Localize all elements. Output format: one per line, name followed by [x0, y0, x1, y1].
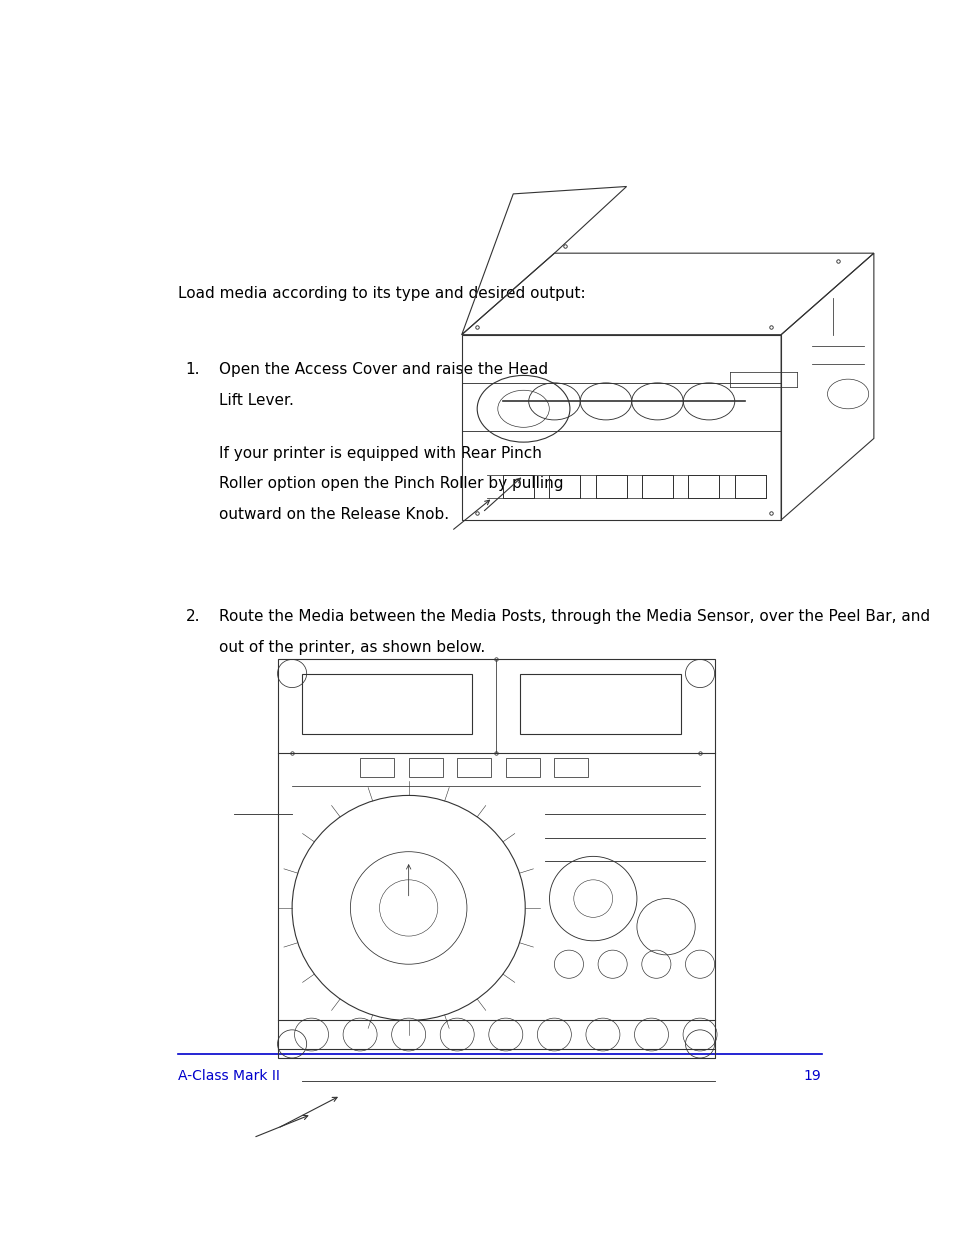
Text: Lift Lever.: Lift Lever. [219, 393, 294, 408]
Text: Route the Media between the Media Posts, through the Media Sensor, over the Peel: Route the Media between the Media Posts,… [219, 609, 929, 625]
Text: 2.: 2. [186, 609, 200, 625]
Text: Load media according to its type and desired output:: Load media according to its type and des… [178, 287, 585, 301]
Text: outward on the Release Knob.: outward on the Release Knob. [219, 506, 449, 521]
Text: Open the Access Cover and raise the Head: Open the Access Cover and raise the Head [219, 362, 548, 377]
Text: out of the printer, as shown below.: out of the printer, as shown below. [219, 640, 485, 655]
Text: 1.: 1. [186, 362, 200, 377]
Text: Roller option open the Pinch Roller by pulling: Roller option open the Pinch Roller by p… [219, 477, 563, 492]
Text: 19: 19 [803, 1068, 821, 1083]
Text: If your printer is equipped with Rear Pinch: If your printer is equipped with Rear Pi… [219, 446, 541, 461]
Text: A-Class Mark II: A-Class Mark II [178, 1068, 280, 1083]
